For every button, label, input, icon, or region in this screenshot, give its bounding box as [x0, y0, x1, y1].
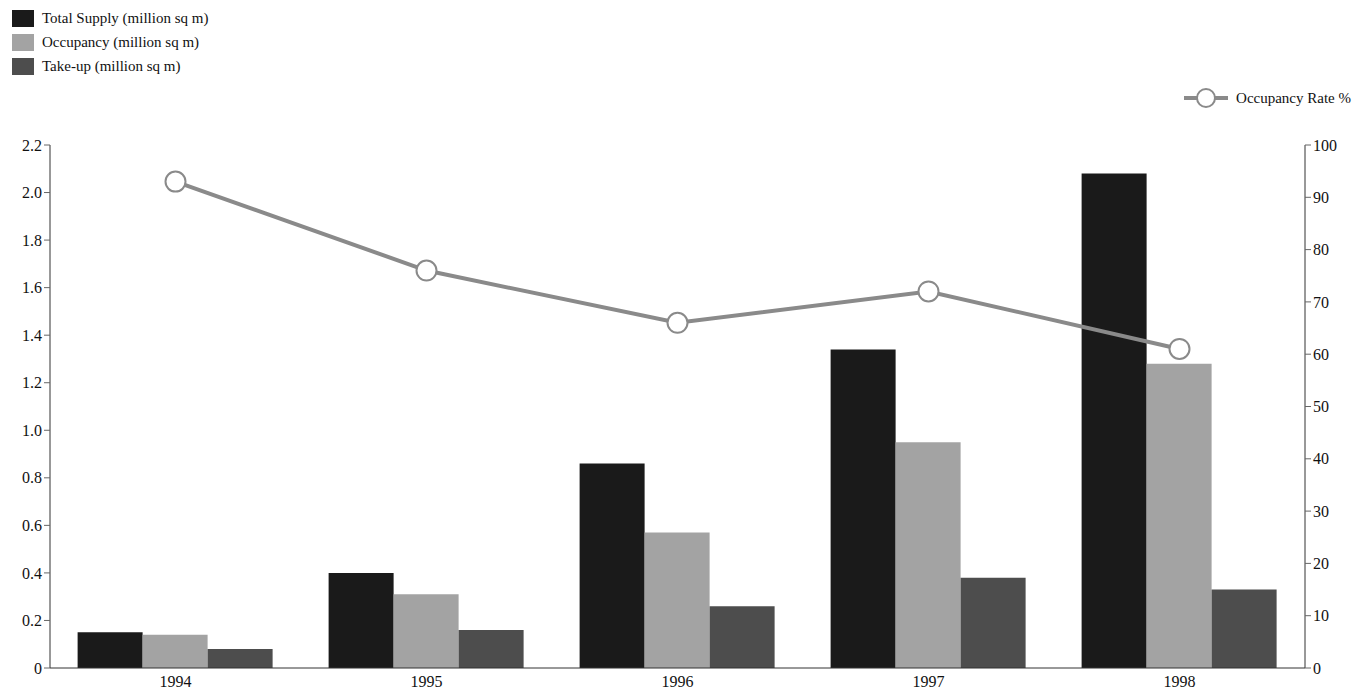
svg-text:60: 60 [1313, 346, 1329, 363]
svg-text:0.8: 0.8 [22, 469, 42, 486]
svg-text:1996: 1996 [662, 673, 694, 690]
svg-text:0: 0 [1313, 660, 1321, 677]
svg-text:80: 80 [1313, 241, 1329, 258]
svg-text:10: 10 [1313, 607, 1329, 624]
svg-text:70: 70 [1313, 294, 1329, 311]
svg-text:1997: 1997 [913, 673, 945, 690]
svg-text:20: 20 [1313, 555, 1329, 572]
svg-text:40: 40 [1313, 450, 1329, 467]
svg-text:1.8: 1.8 [22, 232, 42, 249]
html-text:Occupancy Rate %: Occupancy Rate % [1236, 89, 1351, 106]
svg-text:50: 50 [1313, 398, 1329, 415]
svg-text:0: 0 [34, 660, 42, 677]
svg-text:0.6: 0.6 [22, 517, 42, 534]
svg-text:1.0: 1.0 [22, 422, 42, 439]
svg-text:1995: 1995 [411, 673, 443, 690]
svg-text:0.2: 0.2 [22, 612, 42, 629]
svg-text:2.0: 2.0 [22, 184, 42, 201]
svg-text:1.2: 1.2 [22, 374, 42, 391]
svg-text:0.4: 0.4 [22, 565, 42, 582]
html-text:Take-up (million sq m): Take-up (million sq m) [42, 57, 181, 74]
html-text:Occupancy (million sq m): Occupancy (million sq m) [42, 33, 199, 50]
svg-text:1998: 1998 [1164, 673, 1196, 690]
svg-text:2.2: 2.2 [22, 137, 42, 154]
svg-text:1.6: 1.6 [22, 279, 42, 296]
svg-text:100: 100 [1313, 137, 1337, 154]
svg-text:30: 30 [1313, 503, 1329, 520]
svg-text:1994: 1994 [160, 673, 192, 690]
svg-text:1.4: 1.4 [22, 327, 42, 344]
svg-text:90: 90 [1313, 189, 1329, 206]
html-text:Total Supply (million sq m): Total Supply (million sq m) [42, 9, 209, 26]
